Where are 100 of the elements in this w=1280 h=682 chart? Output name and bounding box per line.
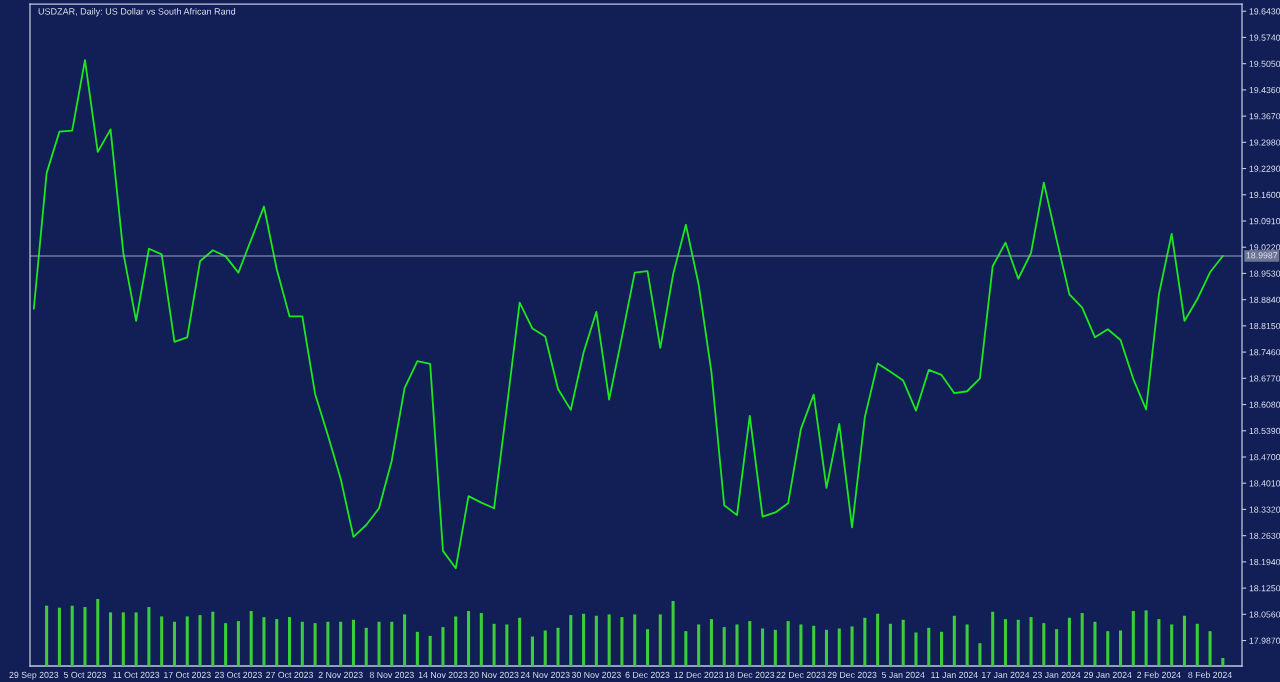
- x-tick-label: 29 Sep 2023: [9, 671, 59, 680]
- y-tick-label: 18.5390: [1249, 427, 1280, 435]
- x-tick-label: 27 Oct 2023: [266, 671, 313, 678]
- bar: [1131, 611, 1135, 666]
- bar: [1106, 631, 1110, 666]
- bar: [786, 621, 790, 666]
- x-tick-label: 17 Oct 2023: [164, 671, 211, 678]
- bar: [901, 619, 905, 666]
- bar: [709, 619, 713, 666]
- bar: [224, 623, 228, 666]
- y-tick-label: 19.0910: [1249, 218, 1280, 225]
- x-tick-label: 8 Feb 2024: [1188, 671, 1232, 678]
- x-tick-label: 29 Dec 2023: [827, 671, 877, 678]
- bar: [57, 607, 61, 666]
- bar: [1080, 613, 1084, 666]
- bar: [249, 611, 253, 666]
- bar: [351, 619, 355, 666]
- bar: [288, 617, 292, 666]
- bar: [479, 613, 483, 666]
- bar: [1029, 617, 1033, 666]
- bar: [812, 625, 816, 666]
- bar: [147, 607, 151, 666]
- bar: [850, 626, 854, 666]
- bar: [991, 611, 995, 666]
- x-tick-label: 20 Nov 2023: [469, 671, 519, 678]
- bar: [172, 621, 176, 666]
- bar: [620, 617, 624, 666]
- bar: [1067, 617, 1071, 666]
- bar: [1016, 619, 1020, 666]
- y-tick-label: 18.7460: [1249, 349, 1280, 356]
- bar: [761, 628, 765, 666]
- bar: [940, 631, 944, 666]
- bar: [390, 621, 394, 666]
- bar: [505, 624, 509, 666]
- x-tick-label: 23 Jan 2024: [1032, 671, 1081, 678]
- bar: [134, 612, 138, 666]
- x-tick-label: 2 Feb 2024: [1137, 671, 1181, 678]
- x-tick-label: 6 Dec 2023: [625, 671, 670, 678]
- bar: [1144, 610, 1148, 666]
- bar: [888, 623, 892, 666]
- x-tick-label: 2 Nov 2023: [318, 671, 363, 678]
- bar: [658, 614, 662, 666]
- bar: [1157, 619, 1161, 666]
- y-tick-label: 18.0560: [1249, 611, 1280, 618]
- x-tick-label: 12 Dec 2023: [674, 671, 724, 678]
- bar: [530, 636, 534, 666]
- y-tick-label: 19.4360: [1249, 86, 1280, 94]
- y-tick-label: 19.2980: [1249, 139, 1280, 146]
- bar: [160, 616, 164, 666]
- bar: [1093, 621, 1097, 666]
- bar: [300, 621, 304, 666]
- bar: [543, 630, 547, 666]
- bar: [876, 613, 880, 666]
- y-tick-label: 18.1250: [1249, 585, 1280, 592]
- bar: [684, 631, 688, 666]
- bar: [1003, 619, 1008, 666]
- bar: [773, 629, 777, 666]
- bar: [799, 624, 803, 666]
- bar: [377, 621, 381, 666]
- bar: [594, 615, 598, 666]
- bar: [415, 631, 419, 666]
- x-tick-label: 22 Dec 2023: [776, 671, 826, 678]
- bar: [275, 619, 279, 666]
- y-tick-label: 18.4010: [1249, 480, 1280, 487]
- bar: [556, 627, 560, 666]
- bar: [952, 615, 956, 666]
- bar: [1042, 623, 1046, 666]
- bar: [633, 614, 637, 666]
- bar: [45, 605, 49, 666]
- bar: [121, 612, 125, 666]
- y-tick-label: 18.8840: [1249, 296, 1280, 303]
- bar: [466, 611, 471, 666]
- bar: [262, 617, 266, 666]
- y-tick-label: 18.6080: [1249, 401, 1280, 408]
- y-tick-label: 18.6770: [1249, 375, 1280, 382]
- bar: [1182, 615, 1186, 666]
- bar: [824, 629, 829, 666]
- bar: [236, 621, 240, 666]
- x-tick-label: 8 Nov 2023: [369, 671, 414, 678]
- bar: [211, 611, 215, 666]
- bar: [735, 624, 739, 666]
- bar: [1195, 623, 1199, 666]
- bar: [722, 627, 726, 666]
- bar: [978, 643, 982, 666]
- bar: [185, 616, 189, 666]
- bar: [83, 607, 87, 666]
- ref-line-label: 18.9987: [1246, 252, 1278, 259]
- bar: [837, 628, 841, 666]
- bar: [607, 614, 611, 666]
- bar: [927, 627, 931, 666]
- x-tick-label: 11 Oct 2023: [113, 671, 160, 678]
- bar: [109, 612, 113, 666]
- y-tick-label: 18.2630: [1249, 532, 1280, 539]
- y-tick-label: 18.8150: [1249, 322, 1280, 330]
- x-tick-label: 5 Jan 2024: [881, 671, 925, 678]
- bar: [441, 627, 445, 666]
- bar: [569, 615, 573, 666]
- y-tick-label: 19.6430: [1249, 8, 1280, 15]
- bar: [198, 615, 202, 666]
- bar: [582, 613, 586, 666]
